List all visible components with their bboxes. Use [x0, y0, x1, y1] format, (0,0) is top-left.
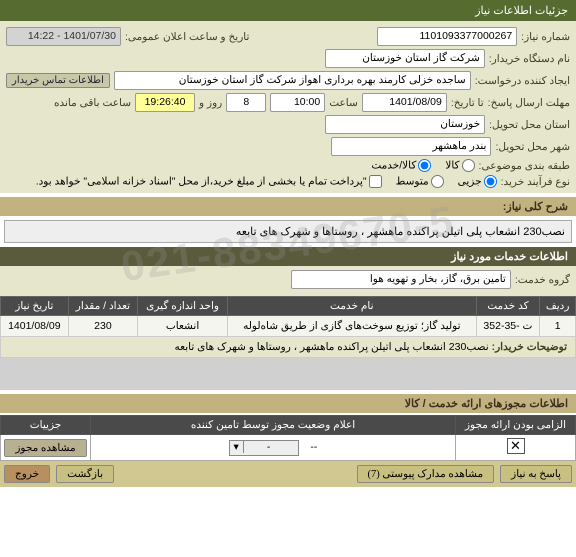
- col-date: تاریخ نیاز: [1, 297, 69, 316]
- goods-radio[interactable]: [462, 159, 475, 172]
- desc-text: نصب230 انشعاب پلی اتیلن پراکنده ماهشهر ،…: [4, 220, 572, 243]
- until-time: 10:00: [270, 93, 325, 112]
- buyer-note-row: توضیحات خریدار: نصب230 انشعاب پلی اتیلن …: [1, 337, 576, 358]
- cell-date: 1401/08/09: [1, 316, 69, 337]
- buyer-org-value: شرکت گاز استان خوزستان: [325, 49, 485, 68]
- grey-spacer: [0, 358, 576, 390]
- auth-select-value: -: [267, 441, 275, 453]
- until-date: 1401/08/09: [362, 93, 447, 112]
- table-row: 1 ت -35-352 تولید گاز؛ توزیع سوخت‌های گا…: [1, 316, 576, 337]
- service-radio-label[interactable]: کالا/خدمت: [371, 159, 431, 172]
- medium-radio-label[interactable]: متوسط: [396, 175, 444, 188]
- auth-details-cell: مشاهده مجوز: [1, 435, 91, 461]
- cell-unit: انشعاب: [138, 316, 228, 337]
- page-header: جزئیات اطلاعات نیاز: [0, 0, 576, 21]
- auth-row: -- ▾ - مشاهده مجوز: [1, 435, 576, 461]
- days-left: 8: [226, 93, 266, 112]
- col-qty: تعداد / مقدار: [68, 297, 137, 316]
- auth-status-cell: -- ▾ -: [91, 435, 456, 461]
- goods-radio-label[interactable]: کالا: [445, 159, 474, 172]
- col-unit: واحد اندازه گیری: [138, 297, 228, 316]
- back-button[interactable]: بازگشت: [56, 465, 114, 483]
- desc-section-title: شرح کلی نیاز:: [0, 197, 576, 216]
- cell-code: ت -35-352: [476, 316, 540, 337]
- partial-radio-label[interactable]: جزیی: [458, 175, 497, 188]
- service-radio[interactable]: [418, 159, 431, 172]
- treasury-check-label[interactable]: "پرداخت تمام یا بخشی از مبلغ خرید،از محل…: [36, 175, 382, 188]
- creator-value: ساجده خزلی کارمند بهره برداری اهواز شرکت…: [114, 71, 471, 90]
- col-name: نام خدمت: [228, 297, 477, 316]
- announce-label: تاریخ و ساعت اعلان عمومی:: [125, 31, 249, 43]
- service-group-label: گروه خدمت:: [515, 274, 570, 286]
- auth-dash: --: [310, 441, 317, 453]
- view-auth-button[interactable]: مشاهده مجوز: [4, 439, 86, 457]
- form-area: شماره نیاز: 1101093377000267 تاریخ و ساع…: [0, 21, 576, 193]
- province-label: استان محل تحویل:: [489, 119, 570, 131]
- treasury-checkbox[interactable]: [369, 175, 382, 188]
- cell-idx: 1: [540, 316, 576, 337]
- goods-radio-text: کالا: [445, 159, 459, 171]
- city-label: شهر محل تحویل:: [495, 141, 570, 153]
- treasury-note: "پرداخت تمام یا بخشی از مبلغ خرید،از محل…: [36, 175, 367, 187]
- cell-qty: 230: [68, 316, 137, 337]
- respond-button[interactable]: پاسخ به نیاز: [500, 465, 572, 483]
- services-table: ردیف کد خدمت نام خدمت واحد اندازه گیری ت…: [0, 296, 576, 358]
- until-label: تا تاریخ:: [451, 97, 484, 109]
- auth-col-1: الزامی بودن ارائه مجوز: [456, 416, 576, 435]
- services-section-title: اطلاعات خدمات مورد نیاز: [0, 247, 576, 266]
- medium-radio-text: متوسط: [396, 175, 429, 187]
- auth-col-2: اعلام وضعیت مجوز توسط تامین کننده: [91, 416, 456, 435]
- province-value: خوزستان: [325, 115, 485, 134]
- buy-type-label: نوع فرآیند خرید:: [501, 176, 570, 188]
- announce-value: 1401/07/30 - 14:22: [6, 27, 121, 46]
- service-group-value: تامین برق، گاز، بخار و تهویه هوا: [291, 270, 511, 289]
- creator-label: ایجاد کننده درخواست:: [475, 75, 570, 87]
- subject-cat-label: طبقه بندی موضوعی:: [479, 160, 570, 172]
- auth-required-icon: [507, 438, 525, 454]
- attachments-button[interactable]: مشاهده مدارک پیوستی (7): [357, 465, 495, 483]
- time-label: ساعت: [329, 97, 358, 109]
- auth-section-title: اطلاعات مجوزهای ارائه خدمت / کالا: [0, 394, 576, 413]
- need-no-value: 1101093377000267: [377, 27, 517, 46]
- buyer-org-label: نام دستگاه خریدار:: [489, 53, 570, 65]
- col-idx: ردیف: [540, 297, 576, 316]
- medium-radio[interactable]: [431, 175, 444, 188]
- auth-status-select[interactable]: ▾ -: [229, 440, 299, 456]
- contact-buyer-link[interactable]: اطلاعات تماس خریدار: [6, 73, 110, 88]
- need-no-label: شماره نیاز:: [521, 31, 570, 43]
- col-code: کد خدمت: [476, 297, 540, 316]
- partial-radio-text: جزیی: [458, 175, 482, 187]
- buyer-note-label: توضیحات خریدار:: [492, 341, 567, 353]
- days-left-label: روز و: [199, 97, 222, 109]
- deadline-label: مهلت ارسال پاسخ:: [488, 97, 570, 109]
- button-row: پاسخ به نیاز مشاهده مدارک پیوستی (7) باز…: [0, 461, 576, 487]
- auth-col-3: جزییات: [1, 416, 91, 435]
- cell-name: تولید گاز؛ توزیع سوخت‌های گازی از طریق ش…: [228, 316, 477, 337]
- auth-required-cell: [456, 435, 576, 461]
- countdown: 19:26:40: [135, 93, 195, 112]
- auth-table: الزامی بودن ارائه مجوز اعلام وضعیت مجوز …: [0, 415, 576, 461]
- exit-button[interactable]: خروج: [4, 465, 50, 483]
- partial-radio[interactable]: [484, 175, 497, 188]
- remain-label: ساعت باقی مانده: [54, 97, 131, 109]
- buyer-note-text: نصب230 انشعاب پلی اتیلن پراکنده ماهشهر ،…: [175, 341, 489, 353]
- service-radio-text: کالا/خدمت: [371, 159, 416, 171]
- city-value: بندر ماهشهر: [331, 137, 491, 156]
